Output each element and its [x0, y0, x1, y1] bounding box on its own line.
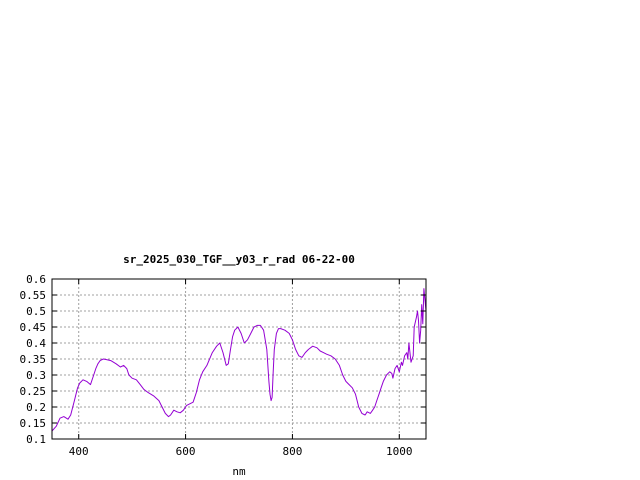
- x-tick-label-2: 800: [282, 445, 302, 458]
- series-line-0: [51, 288, 427, 432]
- y-tick-label-6: 0.4: [26, 337, 46, 350]
- y-tick-label-4: 0.3: [26, 369, 46, 382]
- x-tick-label-0: 400: [69, 445, 89, 458]
- y-tick-label-0: 0.1: [26, 433, 46, 446]
- x-tick-label-3: 1000: [386, 445, 413, 458]
- y-tick-label-2: 0.2: [26, 401, 46, 414]
- y-tick-label-8: 0.5: [26, 305, 46, 318]
- axis-ticks: 400 600 800 1000 0.1 0.15 0.2 0.25 0.3 0.35 0.4 0.4…: [20, 273, 426, 458]
- y-tick-label-3: 0.25: [20, 385, 47, 398]
- grid-lines: [52, 279, 426, 439]
- y-tick-label-10: 0.6: [26, 273, 46, 286]
- y-tick-label-9: 0.55: [20, 289, 47, 302]
- y-tick-label-5: 0.35: [20, 353, 47, 366]
- y-tick-label-1: 0.15: [20, 417, 47, 430]
- series-layer: [51, 288, 427, 432]
- x-axis-label: nm: [232, 465, 246, 478]
- chart-title: sr_2025_030_TGF__y03_r_rad 06-22-00: [123, 253, 355, 266]
- y-tick-label-7: 0.45: [20, 321, 47, 334]
- x-tick-label-1: 600: [176, 445, 196, 458]
